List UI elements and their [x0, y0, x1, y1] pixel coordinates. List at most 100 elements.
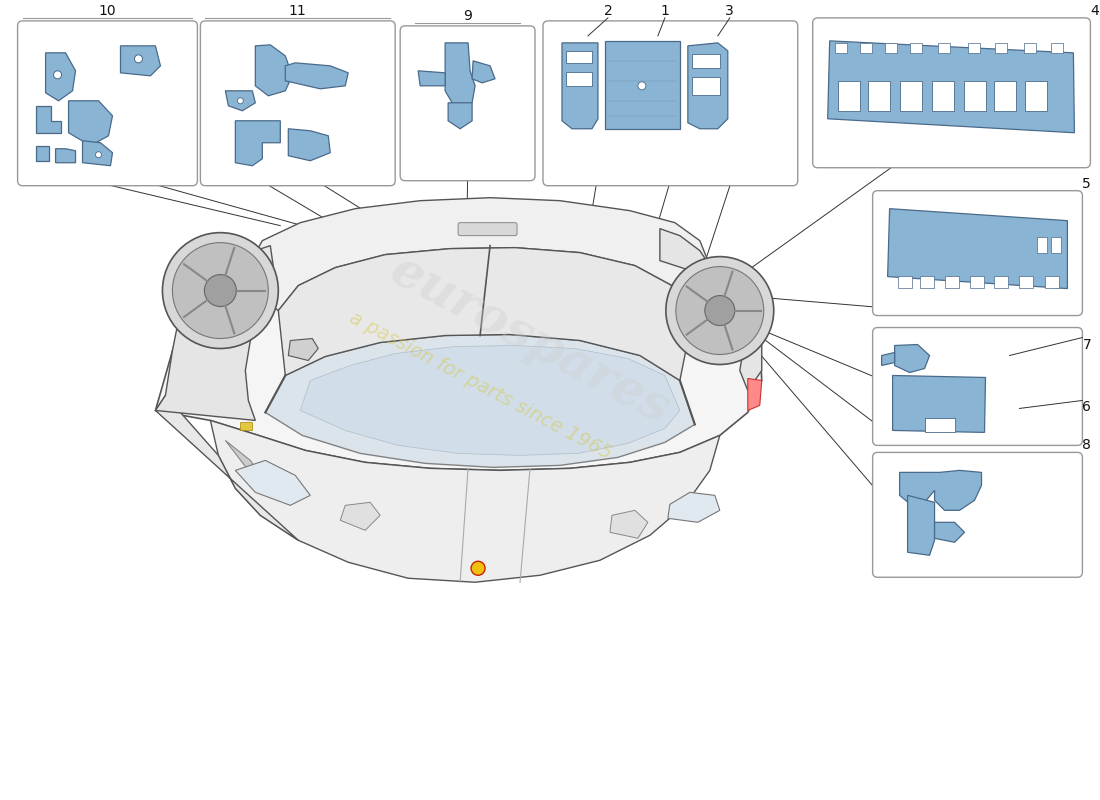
Bar — [1020, 275, 1033, 287]
Polygon shape — [226, 91, 255, 110]
Text: 1: 1 — [660, 4, 669, 18]
Bar — [1045, 275, 1059, 287]
Polygon shape — [235, 121, 280, 166]
Bar — [859, 43, 871, 53]
Polygon shape — [418, 71, 446, 86]
Text: 5: 5 — [1082, 177, 1091, 190]
Bar — [838, 81, 859, 110]
Bar — [937, 43, 949, 53]
Polygon shape — [56, 149, 76, 162]
Text: 9: 9 — [463, 9, 472, 23]
Bar — [964, 81, 986, 110]
FancyBboxPatch shape — [18, 21, 197, 186]
Bar — [900, 81, 922, 110]
Text: 11: 11 — [289, 4, 307, 18]
Polygon shape — [155, 246, 275, 421]
Bar — [241, 422, 252, 430]
FancyBboxPatch shape — [543, 21, 798, 186]
Polygon shape — [668, 492, 719, 522]
Polygon shape — [235, 460, 310, 506]
Bar — [1037, 237, 1047, 253]
Circle shape — [163, 233, 278, 349]
Circle shape — [54, 71, 62, 79]
FancyBboxPatch shape — [872, 327, 1082, 446]
Polygon shape — [894, 345, 930, 373]
Polygon shape — [888, 209, 1067, 289]
Polygon shape — [265, 334, 695, 467]
Bar — [692, 54, 719, 68]
Bar — [925, 418, 955, 433]
Text: 8: 8 — [1082, 438, 1091, 452]
Text: eurospares: eurospares — [382, 246, 679, 435]
Polygon shape — [210, 421, 719, 582]
Polygon shape — [748, 378, 762, 410]
Circle shape — [666, 257, 773, 365]
FancyBboxPatch shape — [400, 26, 535, 181]
Bar — [968, 43, 979, 53]
Polygon shape — [892, 375, 986, 433]
FancyBboxPatch shape — [200, 21, 395, 186]
Polygon shape — [340, 502, 381, 530]
Polygon shape — [249, 198, 710, 321]
Polygon shape — [68, 101, 112, 146]
FancyBboxPatch shape — [872, 452, 1082, 578]
Bar — [969, 275, 983, 287]
Bar — [1052, 43, 1064, 53]
Polygon shape — [688, 43, 728, 129]
Polygon shape — [660, 229, 762, 390]
Bar — [996, 43, 1008, 53]
Polygon shape — [288, 338, 318, 361]
Circle shape — [638, 82, 646, 90]
Polygon shape — [35, 106, 60, 133]
Bar — [1024, 43, 1036, 53]
Circle shape — [96, 152, 101, 158]
Polygon shape — [609, 510, 648, 538]
Bar — [692, 77, 719, 95]
Polygon shape — [446, 43, 475, 109]
Polygon shape — [935, 522, 965, 542]
Bar — [994, 275, 1009, 287]
Bar — [1025, 81, 1047, 110]
Text: 7: 7 — [1082, 338, 1091, 351]
Circle shape — [173, 242, 268, 338]
Bar — [898, 275, 912, 287]
Polygon shape — [226, 441, 273, 492]
Circle shape — [134, 55, 143, 63]
Polygon shape — [900, 470, 981, 510]
Polygon shape — [255, 45, 293, 96]
Bar — [994, 81, 1016, 110]
Bar — [884, 43, 896, 53]
Bar — [910, 43, 922, 53]
Polygon shape — [827, 41, 1075, 133]
Polygon shape — [155, 395, 298, 540]
Polygon shape — [45, 53, 76, 101]
Text: 4: 4 — [1090, 4, 1099, 18]
Bar — [835, 43, 847, 53]
Polygon shape — [881, 353, 894, 366]
Bar — [868, 81, 890, 110]
Polygon shape — [472, 61, 495, 83]
Text: 10: 10 — [99, 4, 117, 18]
Polygon shape — [278, 248, 692, 381]
Circle shape — [205, 274, 236, 306]
Bar — [1052, 237, 1062, 253]
Text: 3: 3 — [725, 4, 734, 18]
Polygon shape — [121, 46, 161, 76]
Polygon shape — [285, 63, 349, 89]
Circle shape — [705, 295, 735, 326]
Polygon shape — [908, 495, 935, 555]
Polygon shape — [300, 346, 680, 455]
FancyBboxPatch shape — [813, 18, 1090, 168]
Text: 6: 6 — [1082, 401, 1091, 414]
FancyBboxPatch shape — [458, 222, 517, 236]
Bar — [566, 51, 592, 63]
Circle shape — [675, 266, 763, 354]
Polygon shape — [605, 41, 680, 129]
Polygon shape — [82, 141, 112, 166]
Bar — [932, 81, 954, 110]
Circle shape — [238, 98, 243, 104]
Circle shape — [471, 562, 485, 575]
Polygon shape — [155, 226, 762, 470]
Polygon shape — [288, 129, 330, 161]
FancyBboxPatch shape — [872, 190, 1082, 315]
